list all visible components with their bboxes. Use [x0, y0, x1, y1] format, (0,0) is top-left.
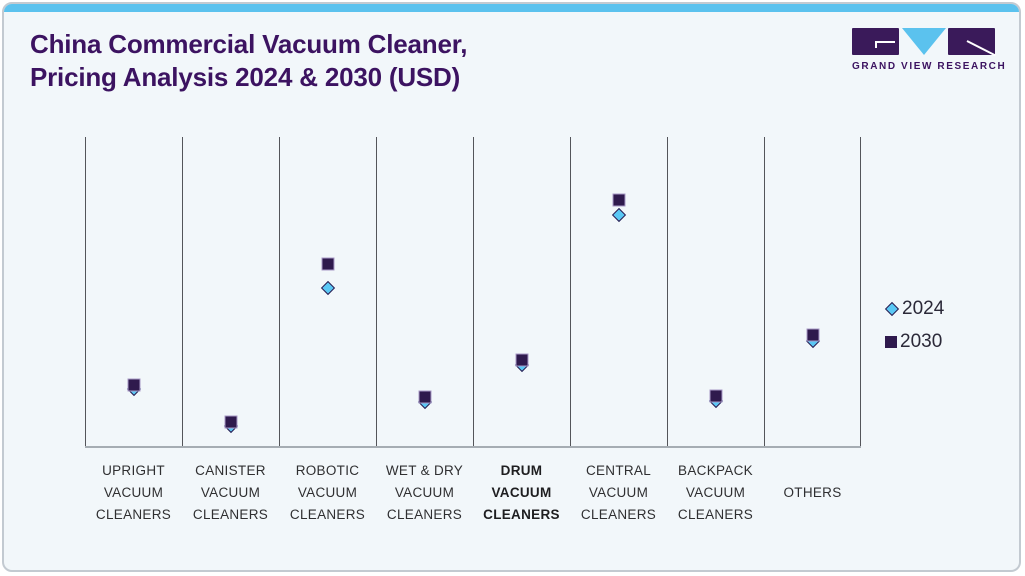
legend-label: 2024 [902, 298, 945, 319]
category-label: CANISTER VACUUM CLEANERS [192, 462, 269, 522]
gridline [860, 137, 861, 446]
category-label: CENTRAL VACUUM CLEANERS [580, 462, 657, 522]
logo-v-triangle-icon [901, 28, 946, 55]
logo-mark [852, 28, 996, 57]
page-title-line2: Pricing Analysis 2024 & 2030 (USD) [30, 62, 461, 92]
logo-r-block-icon [948, 28, 996, 57]
grand-view-research-logo: GRAND VIEW RESEARCH [852, 28, 1007, 72]
marker-2024-robotic-vacuum-cleaners[interactable] [320, 281, 335, 296]
legend-diamond-icon [884, 301, 900, 317]
category-labels: UPRIGHT VACUUM CLEANERS CANISTER VACUUM C… [85, 459, 861, 526]
marker-2024-central-vacuum-cleaners[interactable] [611, 207, 626, 222]
category-label: BACKPACK VACUUM CLEANERS [677, 462, 754, 522]
gridline [182, 137, 183, 446]
legend-square-icon [885, 336, 897, 348]
marker-2030-canister-vacuum-cleaners[interactable] [224, 415, 237, 429]
marker-2030-drum-vacuum-cleaners[interactable] [515, 353, 528, 367]
gridline [570, 137, 571, 446]
legend-item-2030[interactable]: 2030 [885, 331, 944, 353]
gridline [85, 137, 86, 446]
category-label: ROBOTIC VACUUM CLEANERS [289, 462, 366, 522]
gridline [376, 137, 377, 446]
top-accent-bar [4, 4, 1019, 12]
page-title: China Commercial Vacuum Cleaner, Pricing… [30, 28, 467, 94]
category-label: WET & DRY VACUUM CLEANERS [385, 462, 464, 522]
gridline [764, 137, 765, 446]
marker-2030-others[interactable] [806, 328, 819, 342]
marker-2030-robotic-vacuum-cleaners[interactable] [321, 257, 334, 271]
gridline [473, 137, 474, 446]
category-label: DRUM VACUUM CLEANERS [483, 462, 560, 522]
gridline [279, 137, 280, 446]
category-label: OTHERS [783, 484, 842, 500]
logo-g-block-icon [852, 28, 899, 55]
category-label: UPRIGHT VACUUM CLEANERS [95, 462, 172, 522]
marker-2030-wet-dry-vacuum-cleaners[interactable] [418, 390, 431, 404]
logo-wordmark: GRAND VIEW RESEARCH [852, 61, 1007, 72]
marker-2030-backpack-vacuum-cleaners[interactable] [709, 389, 722, 403]
page-title-line1: China Commercial Vacuum Cleaner, [30, 29, 468, 59]
legend-label: 2030 [900, 331, 943, 352]
chart-legend: 2024 2030 [884, 298, 945, 353]
marker-2030-upright-vacuum-cleaners[interactable] [127, 378, 140, 392]
plot-area [85, 137, 861, 448]
legend-item-2024[interactable]: 2024 [884, 298, 945, 320]
gridline [667, 137, 668, 446]
marker-2030-central-vacuum-cleaners[interactable] [612, 193, 625, 207]
